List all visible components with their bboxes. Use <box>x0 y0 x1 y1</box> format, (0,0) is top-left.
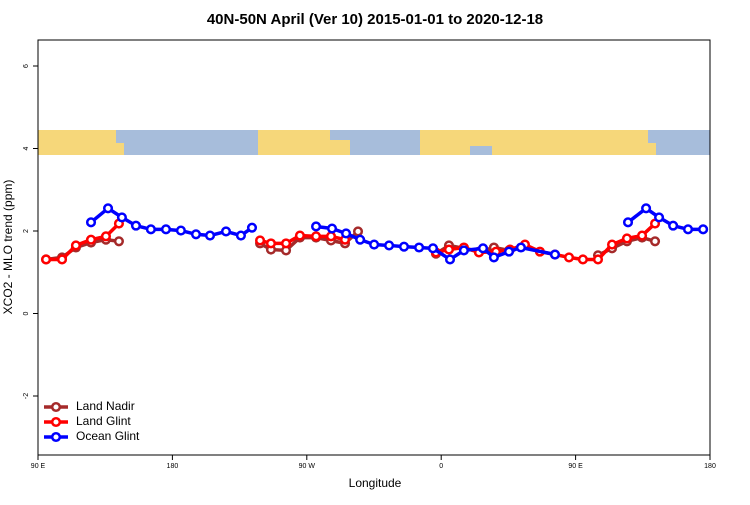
data-point <box>369 239 380 250</box>
data-point <box>649 236 661 247</box>
y-tick-label: 2 <box>23 229 30 233</box>
data-point <box>352 226 364 237</box>
data-point <box>622 217 634 228</box>
data-point <box>549 249 561 260</box>
data-point <box>102 203 114 214</box>
data-point <box>621 233 633 244</box>
y-tick-label: 0 <box>23 311 30 315</box>
data-point <box>427 243 439 254</box>
data-point <box>70 240 81 251</box>
data-point <box>488 252 499 263</box>
chart-title: 40N-50N April (Ver 10) 2015-01-01 to 202… <box>207 11 543 28</box>
data-point <box>637 230 648 241</box>
data-point <box>563 252 575 263</box>
data-point <box>311 221 322 232</box>
data-point <box>326 223 338 234</box>
data-point <box>398 241 410 252</box>
y-axis-label: XCO2 - MLO trend (ppm) <box>1 180 15 315</box>
data-point <box>592 254 604 265</box>
legend-marker <box>50 416 62 428</box>
data-point <box>100 231 111 242</box>
data-point <box>204 230 216 241</box>
data-point <box>294 230 305 241</box>
data-point <box>255 235 266 246</box>
data-point <box>477 243 489 254</box>
y-tick-label: 4 <box>23 146 30 150</box>
data-point <box>384 240 395 251</box>
data-point <box>116 212 127 223</box>
legend-item: Ocean Glint <box>44 429 140 443</box>
data-point <box>311 231 322 242</box>
x-tick-label: 180 <box>167 463 179 470</box>
y-tick-label: 6 <box>23 64 30 68</box>
data-point <box>113 236 124 247</box>
data-point <box>325 231 337 242</box>
data-point <box>130 220 142 231</box>
data-point <box>606 239 618 250</box>
land-patch <box>648 143 656 155</box>
data-point <box>515 242 526 253</box>
data-point <box>355 234 366 245</box>
data-point <box>280 238 292 249</box>
data-point <box>246 222 258 233</box>
ocean-patch <box>470 146 492 155</box>
legend-label: Ocean Glint <box>76 429 140 443</box>
y-tick-label: -2 <box>23 393 30 399</box>
x-tick-label: 90 E <box>31 463 46 470</box>
land-patch <box>38 130 116 155</box>
data-point <box>56 254 68 265</box>
data-point <box>190 229 202 240</box>
data-point <box>41 254 52 265</box>
x-axis-label: Longitude <box>349 476 402 490</box>
data-point <box>668 220 679 231</box>
x-tick-label: 180 <box>704 463 716 470</box>
legend-marker <box>50 401 62 413</box>
x-tick-label: 90 E <box>568 463 583 470</box>
ocean-patch <box>330 130 350 140</box>
map-strip <box>38 130 710 155</box>
legend-label: Land Nadir <box>76 399 135 413</box>
data-point <box>265 238 277 249</box>
data-point <box>503 246 515 257</box>
data-point <box>85 234 97 245</box>
data-point <box>698 224 709 235</box>
data-point <box>160 224 172 235</box>
data-point <box>341 228 352 239</box>
data-point <box>682 224 694 235</box>
data-point <box>443 244 455 255</box>
x-tick-label: 0 <box>439 463 443 470</box>
data-point <box>444 254 456 265</box>
data-point <box>414 242 425 253</box>
land-patch <box>530 130 648 155</box>
data-point <box>220 226 232 237</box>
data-point <box>235 230 246 241</box>
data-point <box>145 224 156 235</box>
series-line <box>315 224 556 262</box>
legend-marker <box>50 431 62 443</box>
data-point <box>85 217 97 228</box>
data-point <box>641 203 652 214</box>
legend-label: Land Glint <box>76 414 131 428</box>
x-tick-label: 90 W <box>299 463 316 470</box>
data-point <box>458 245 469 256</box>
land-patch <box>116 143 124 155</box>
legend-item: Land Nadir <box>44 399 135 413</box>
plot-frame <box>37 39 711 456</box>
data-point <box>654 212 665 223</box>
data-point <box>577 254 588 265</box>
legend-item: Land Glint <box>44 414 131 428</box>
data-point <box>175 225 186 236</box>
